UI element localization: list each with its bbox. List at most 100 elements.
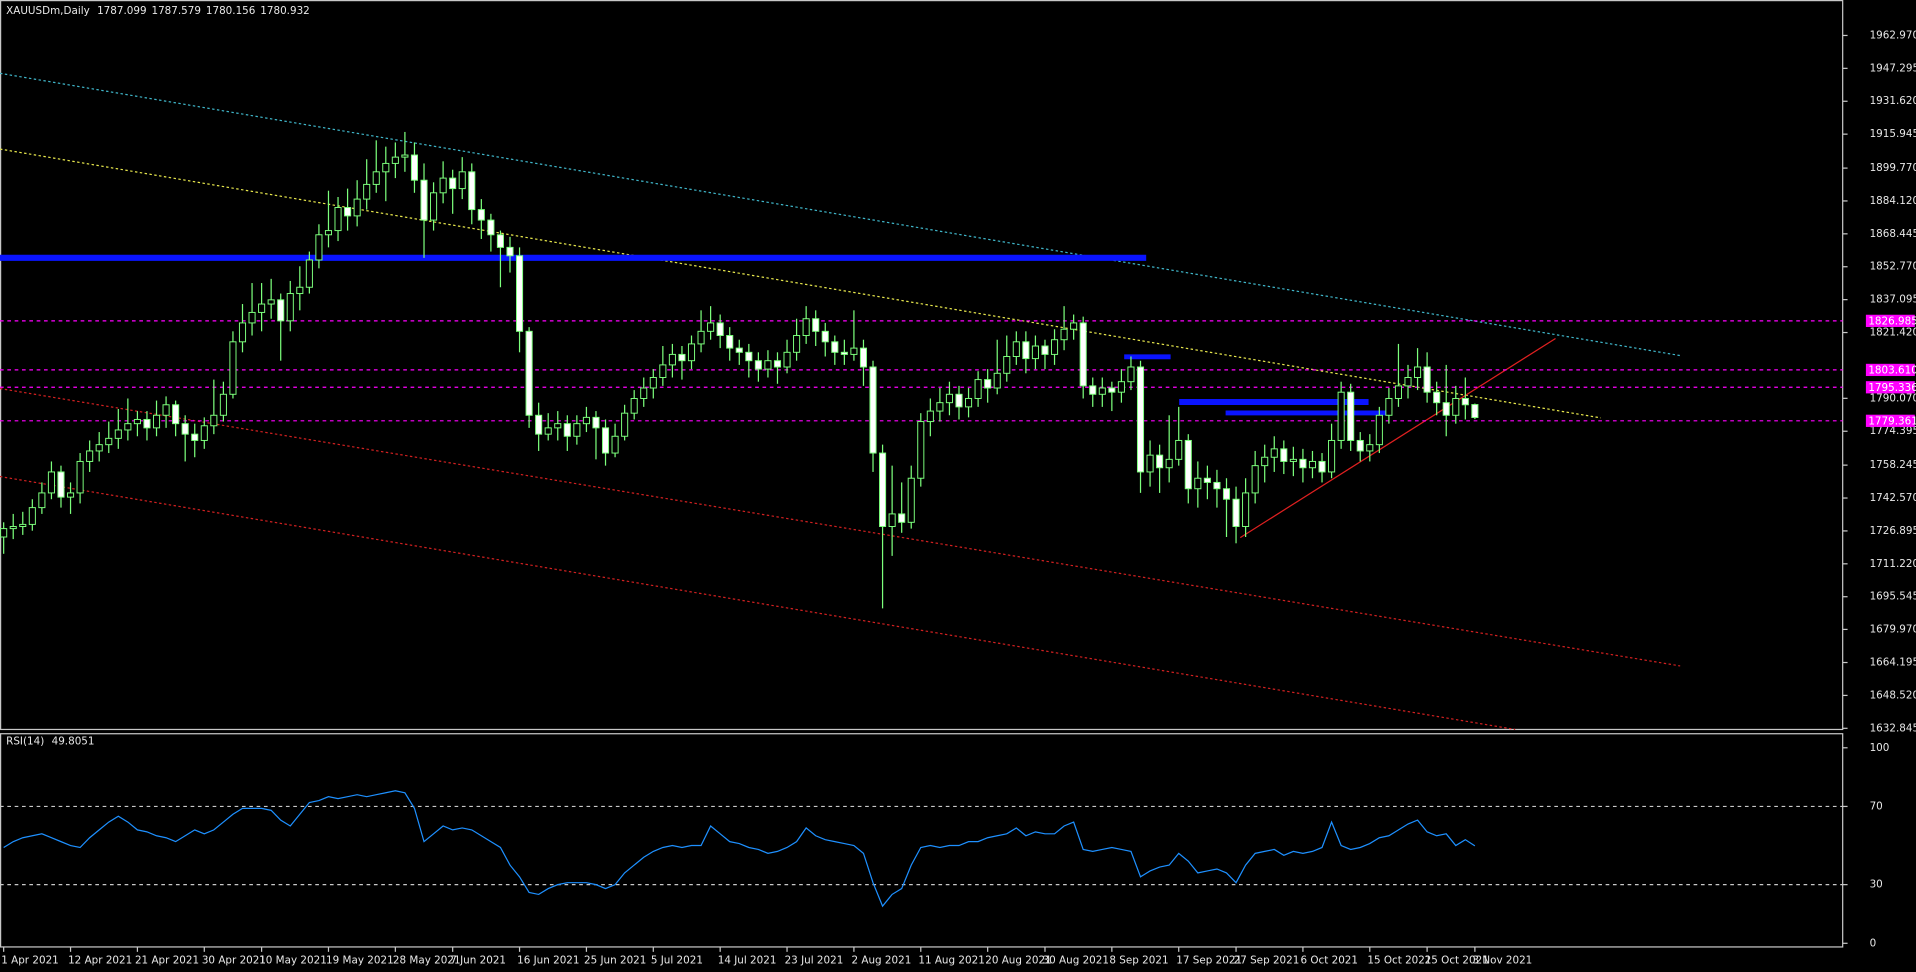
x-tick-label: 28 May 2021 [393, 954, 461, 966]
x-tick-label: 16 Jun 2021 [517, 954, 579, 966]
candle-body [1414, 366, 1422, 378]
candle-body [19, 523, 27, 527]
candle-body [563, 423, 571, 437]
candle-body [324, 230, 333, 236]
candle-body [936, 402, 944, 412]
candle-body [1251, 465, 1259, 494]
x-tick-label: 12 Apr 2021 [68, 954, 132, 966]
candle-body [1394, 385, 1402, 399]
candle-body [1289, 458, 1297, 462]
candle-body [850, 347, 858, 355]
candle-body [344, 207, 352, 217]
candle-body [430, 192, 438, 221]
y-tick-label: 1774.395 [1870, 425, 1916, 437]
candle-body [640, 387, 648, 399]
candle-body [611, 435, 619, 454]
x-tick-label: 19 May 2021 [326, 954, 394, 966]
candle-body [1347, 391, 1355, 441]
y-tick-label: 30 [1870, 879, 1883, 891]
candle-body [1308, 460, 1317, 469]
y-tick-label: 1664.195 [1870, 657, 1916, 669]
candle-body [0, 528, 8, 538]
x-tick-label: 25 Jun 2021 [584, 954, 646, 966]
candle-body [907, 477, 915, 523]
candle-body [678, 353, 686, 362]
y-tick-label: 1931.620 [1870, 95, 1916, 107]
candle-body [1222, 488, 1231, 500]
candle-body [601, 427, 610, 454]
candle-body [917, 421, 925, 479]
candle-body [1404, 377, 1412, 387]
channel-line [0, 475, 1516, 731]
candle-body [726, 335, 734, 349]
x-tick-label: 23 Jul 2021 [785, 954, 844, 966]
rsi-header: RSI(14) 49.8051 [6, 736, 94, 748]
y-tick-label: 1884.120 [1870, 195, 1916, 207]
candle-body [1194, 477, 1202, 490]
y-tick-label: 1868.445 [1870, 228, 1916, 240]
candle-body [363, 183, 371, 200]
candle-body [1070, 322, 1078, 330]
candle-body [1089, 385, 1097, 395]
low: 1780.156 [206, 5, 256, 17]
candle-body [1356, 439, 1364, 452]
candle-body [1175, 439, 1183, 460]
candle-body [955, 393, 963, 408]
candle-body [535, 414, 543, 435]
candle-body [945, 393, 953, 404]
channel-line [0, 387, 1681, 667]
candle-body [649, 377, 657, 389]
candle-body [1471, 404, 1479, 419]
candle-body [793, 335, 801, 353]
candle-body [1385, 397, 1393, 416]
y-tick-label: 1915.945 [1870, 128, 1916, 140]
candle-body [745, 351, 753, 362]
high: 1787.579 [151, 5, 201, 17]
y-tick-label: 1962.970 [1870, 29, 1916, 41]
candle-body [267, 299, 275, 305]
level-label-box [1865, 363, 1915, 377]
candle-body [1299, 458, 1307, 469]
level-label-box [1865, 414, 1915, 427]
candle-body [802, 318, 810, 337]
drawing-objects [0, 72, 1681, 731]
x-tick-label: 2 Aug 2021 [851, 954, 911, 966]
close: 1780.932 [260, 5, 310, 17]
candle-body [926, 410, 934, 423]
y-tick-label: 1758.245 [1870, 459, 1916, 471]
candle-body [162, 404, 170, 416]
level-label-box [1865, 381, 1915, 394]
candle-body [181, 423, 189, 435]
y-tick-label: 1695.545 [1870, 591, 1916, 603]
candle-body [172, 404, 180, 425]
x-tick-label: 30 Apr 2021 [202, 954, 266, 966]
x-tick-label: 8 Sep 2021 [1109, 954, 1168, 966]
candle-body [554, 423, 562, 429]
candle-body [821, 330, 829, 343]
y-tick-label: 1790.070 [1870, 392, 1916, 404]
y-tick-label: 1726.895 [1870, 525, 1916, 537]
candle-body [544, 427, 552, 435]
y-tick-label: 70 [1870, 800, 1883, 812]
candle-body [1165, 458, 1173, 469]
candle-body [621, 412, 629, 437]
candle-body [630, 397, 638, 414]
candle-body [420, 179, 428, 221]
x-tick-label: 30 Aug 2021 [1043, 954, 1109, 966]
candle-body [1318, 460, 1326, 473]
candle-body [879, 452, 887, 527]
candle-body [133, 418, 141, 425]
candle-body [372, 171, 380, 185]
x-tick-label: 11 Aug 2021 [918, 954, 984, 966]
y-tick-label: 1648.520 [1870, 689, 1916, 701]
candle-body [1050, 339, 1059, 355]
candle-body [9, 526, 17, 530]
candle-body [735, 347, 743, 353]
candle-body [1117, 381, 1125, 393]
candle-body [258, 303, 266, 313]
candle-body [573, 423, 581, 437]
candle-body [66, 492, 75, 498]
y-tick-label: 100 [1870, 742, 1890, 754]
candle-body [152, 414, 161, 429]
channel-line [0, 72, 1681, 357]
